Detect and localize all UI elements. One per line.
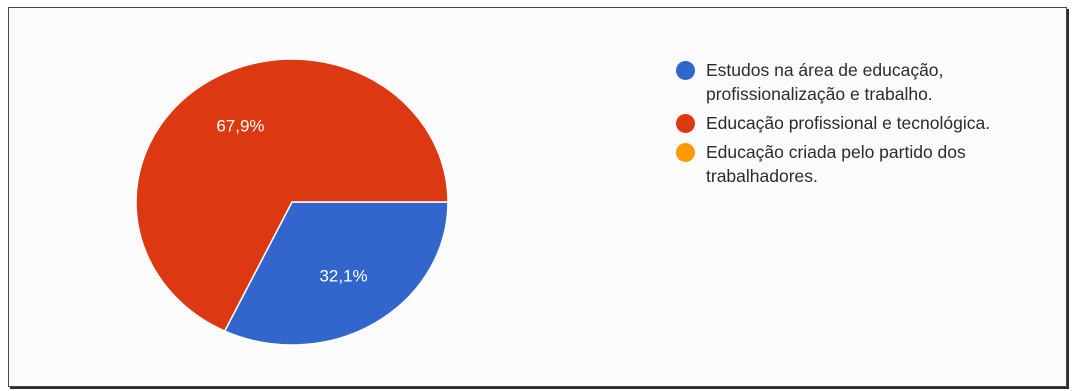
legend-label-educacao-criada: Educação criada pelo partido dos trabalh…	[706, 142, 966, 186]
legend: Estudos na área de educação, profissiona…	[676, 58, 1056, 193]
legend-swatch-educacao-criada	[676, 143, 695, 162]
pie-slice-label-0: 32,1%	[319, 266, 367, 285]
legend-label-estudos: Estudos na área de educação, profissiona…	[706, 60, 944, 104]
pie-slice-1[interactable]	[135, 58, 449, 332]
legend-item-educacao-profissional[interactable]: Educação profissional e tecnológica.	[676, 111, 1056, 135]
legend-swatch-estudos	[676, 61, 695, 80]
legend-label-educacao-profissional: Educação profissional e tecnológica.	[706, 113, 991, 133]
legend-swatch-educacao-profissional	[676, 114, 695, 133]
pie-slice-0[interactable]	[223, 201, 449, 346]
pie-slice-label-1: 67,9%	[216, 116, 264, 135]
legend-item-educacao-criada[interactable]: Educação criada pelo partido dos trabalh…	[676, 140, 1056, 188]
legend-item-estudos[interactable]: Estudos na área de educação, profissiona…	[676, 58, 1056, 106]
